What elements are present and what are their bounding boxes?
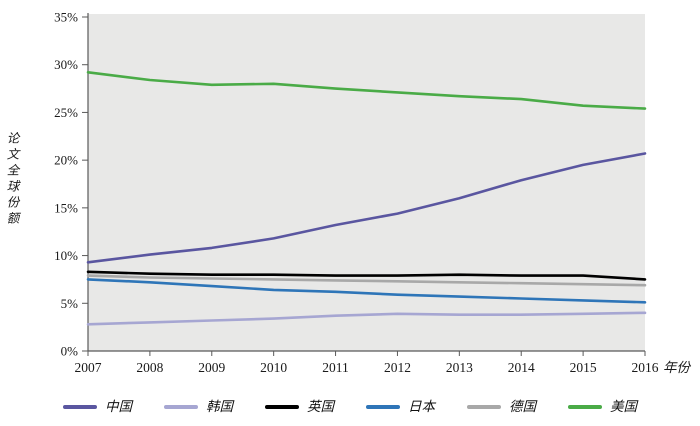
legend-label: 德国 xyxy=(509,399,536,415)
series-line-中国 xyxy=(86,152,647,264)
chart-canvas: 0% 5% 10% 15% 20% 25% 30% 35% 2007 2008 2009 2010 20… xyxy=(7,10,692,376)
plot-area xyxy=(88,14,645,351)
x-tick-label: 2012 xyxy=(384,360,411,375)
y-tick-label: 30% xyxy=(54,57,78,72)
y-tick-label: 5% xyxy=(61,296,79,311)
x-axis-unit-label: 年份 xyxy=(663,360,692,375)
legend-swatch-icon xyxy=(63,404,97,410)
legend-item-中国: 中国 xyxy=(63,400,132,414)
series-line-韩国 xyxy=(86,311,647,326)
legend-swatch-icon xyxy=(164,404,198,410)
legend-label: 日本 xyxy=(408,399,435,415)
legend-item-韩国: 韩国 xyxy=(164,400,233,414)
y-tick-label: 25% xyxy=(54,105,78,120)
x-tick-label: 2010 xyxy=(260,360,287,375)
legend-item-美国: 美国 xyxy=(568,400,637,414)
x-tick-label: 2015 xyxy=(570,360,597,375)
y-tick-label: 15% xyxy=(54,200,78,215)
x-tick-label: 2007 xyxy=(75,360,102,375)
legend-swatch-icon xyxy=(467,404,501,410)
legend-swatch-icon xyxy=(366,404,400,410)
legend-label: 英国 xyxy=(307,399,334,415)
x-tick-label: 2013 xyxy=(446,360,473,375)
x-tick-label: 2011 xyxy=(322,360,349,375)
series-line-德国 xyxy=(86,274,647,287)
y-tick-label: 35% xyxy=(54,10,78,25)
chart-legend: 中国 韩国 英国 日本 德国 美国 xyxy=(0,392,700,422)
y-tick-label: 20% xyxy=(54,153,78,168)
x-tick-label: 2014 xyxy=(508,360,535,375)
y-tick-label: 0% xyxy=(61,344,79,359)
series-line-美国 xyxy=(86,71,647,110)
legend-item-德国: 德国 xyxy=(467,400,536,414)
legend-swatch-icon xyxy=(265,404,299,410)
x-tick-label: 2008 xyxy=(136,360,163,375)
series-line-英国 xyxy=(86,270,647,281)
legend-swatch-icon xyxy=(568,404,602,410)
legend-label: 中国 xyxy=(105,399,132,415)
legend-label: 韩国 xyxy=(206,399,233,415)
y-tick-label: 10% xyxy=(54,248,78,263)
y-axis-title: 论文全球份额 xyxy=(7,132,22,226)
x-tick-label: 2016 xyxy=(632,360,659,375)
legend-item-英国: 英国 xyxy=(265,400,334,414)
legend-item-日本: 日本 xyxy=(366,400,435,414)
series-line-日本 xyxy=(86,278,647,304)
legend-label: 美国 xyxy=(610,399,637,415)
x-tick-label: 2009 xyxy=(198,360,225,375)
